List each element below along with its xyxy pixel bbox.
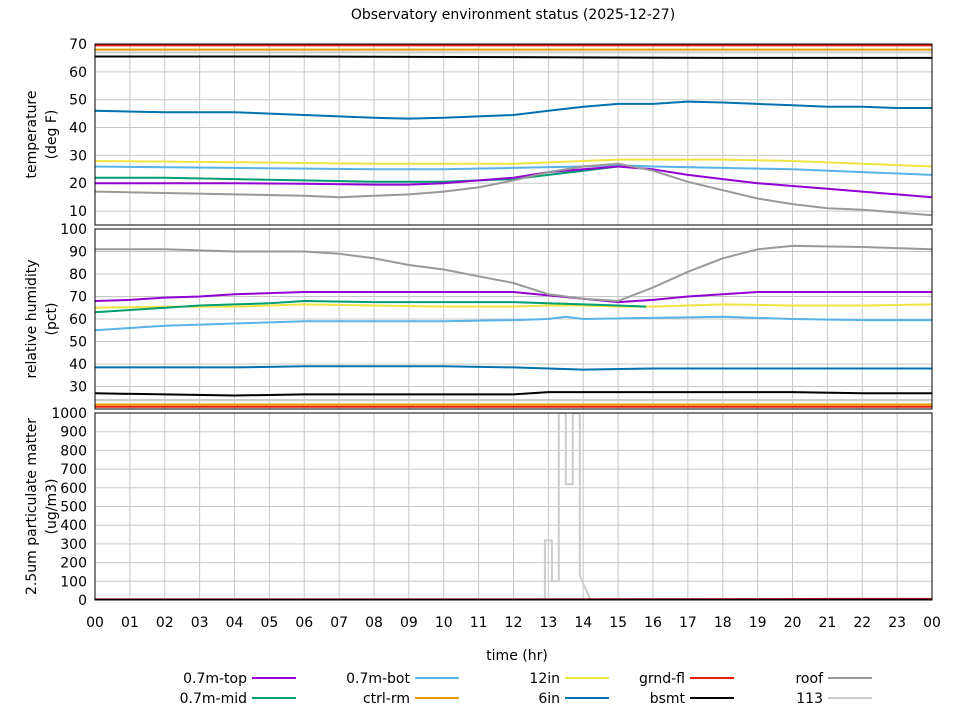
legend-label: grnd-fl — [639, 671, 685, 687]
y-axis-label: relative humidity — [24, 259, 40, 378]
y-tick-label: 90 — [69, 245, 87, 261]
x-tick-label: 08 — [365, 615, 383, 631]
y-tick-label: 30 — [69, 380, 87, 396]
series-line-0.7m-mid — [95, 165, 619, 183]
y-tick-label: 80 — [69, 267, 87, 283]
y-tick-label: 60 — [69, 65, 87, 81]
x-axis: 00 01 02 03 04 05 06 07 08 09 10 11 12 13 14 15 16 17 18 19… — [86, 615, 941, 631]
chart-title: Observatory environment status (2025-12-… — [351, 7, 675, 23]
y-tick-label: 20 — [69, 176, 87, 192]
series-line-bsmt — [95, 55, 932, 59]
series-line-6in — [95, 365, 932, 371]
x-tick-label: 11 — [470, 615, 488, 631]
series-line-0.7m-top — [95, 291, 932, 304]
x-tick-label: 22 — [853, 615, 871, 631]
x-tick-label: 13 — [539, 615, 557, 631]
panel-frame — [94, 412, 933, 601]
y-tick-label: 30 — [69, 148, 87, 164]
chart-panels: 10 20 30 40 50 60 70 temperature (deg F) 30 40 50 60… — [24, 37, 933, 609]
y-tick-label: 100 — [60, 574, 87, 590]
series-line-roof — [95, 244, 932, 302]
x-tick-label: 20 — [784, 615, 802, 631]
series-line-0.7m-mid — [95, 300, 647, 314]
y-tick-label: 70 — [69, 37, 87, 53]
legend-label: 0.7m-bot — [346, 671, 410, 687]
x-tick-label: 17 — [679, 615, 697, 631]
y-tick-label: 400 — [60, 518, 87, 534]
y-tick-label: 40 — [69, 121, 87, 137]
series-group — [95, 44, 932, 217]
series-group — [95, 244, 932, 408]
y-tick-label: 50 — [69, 93, 87, 109]
x-tick-label: 00 — [923, 615, 941, 631]
y-tick-label: 60 — [69, 312, 87, 328]
y-tick-label: 100 — [60, 222, 87, 238]
legend-label: 0.7m-mid — [180, 691, 247, 707]
x-tick-label: 12 — [505, 615, 523, 631]
legend-label: roof — [795, 671, 824, 687]
x-tick-label: 07 — [330, 615, 348, 631]
y-axis-label: 2.5um particulate matter — [24, 418, 40, 595]
series-line-0.7m-top — [95, 165, 932, 199]
y-axis-label: (deg F) — [44, 110, 60, 160]
x-tick-label: 14 — [574, 615, 592, 631]
x-tick-label: 02 — [156, 615, 174, 631]
legend-label: 12in — [529, 671, 560, 687]
y-tick-label: 600 — [60, 481, 87, 497]
series-line-12in — [95, 303, 932, 309]
panel-0: 10 20 30 40 50 60 70 temperature (deg F) — [24, 37, 933, 226]
y-tick-label: 0 — [78, 593, 87, 609]
y-tick-label: 500 — [60, 500, 87, 516]
x-tick-label: 15 — [609, 615, 627, 631]
x-tick-label: 03 — [191, 615, 209, 631]
y-tick-label: 10 — [69, 204, 87, 220]
y-tick-label: 40 — [69, 357, 87, 373]
legend-label: 6in — [538, 691, 560, 707]
y-axis-label: temperature — [24, 91, 40, 179]
x-tick-label: 23 — [888, 615, 906, 631]
legend-label: 0.7m-top — [183, 671, 247, 687]
legend-label: ctrl-rm — [363, 691, 410, 707]
y-tick-label: 700 — [60, 462, 87, 478]
y-tick-label: 300 — [60, 537, 87, 553]
series-line-12in — [95, 158, 932, 168]
legend-label: 113 — [796, 691, 823, 707]
x-tick-label: 05 — [260, 615, 278, 631]
x-tick-label: 16 — [644, 615, 662, 631]
series-line-roof — [95, 162, 932, 217]
series-line-bsmt — [95, 391, 932, 397]
x-tick-label: 04 — [226, 615, 244, 631]
y-axis-label: (ug/m3) — [44, 479, 60, 535]
legend-label: bsmt — [650, 691, 686, 707]
y-axis-label: (pct) — [44, 303, 60, 336]
x-tick-label: 00 — [86, 615, 104, 631]
x-tick-label: 10 — [435, 615, 453, 631]
series-line-0.7m-bot — [95, 315, 932, 332]
panel-frame — [94, 228, 933, 410]
x-tick-label: 21 — [818, 615, 836, 631]
x-tick-label: 18 — [714, 615, 732, 631]
y-tick-label: 1000 — [51, 406, 87, 422]
x-tick-label: 06 — [295, 615, 313, 631]
panel-2: 0 100 200 300 400 500 600 700 800 900 1000 2.5um pa… — [24, 406, 933, 609]
x-tick-label: 01 — [121, 615, 139, 631]
y-tick-label: 800 — [60, 443, 87, 459]
series-line-6in — [95, 100, 932, 120]
x-axis-label: time (hr) — [486, 648, 548, 664]
series-line-113 — [95, 413, 932, 600]
legend: 0.7m-top 0.7m-bot 12in grnd-fl roof 0.7m-mid c… — [180, 671, 872, 707]
panel-1: 30 40 50 60 70 80 90 100 relative humidity (pct) — [24, 222, 933, 410]
x-tick-label: 19 — [749, 615, 767, 631]
panel-frame — [94, 43, 933, 226]
x-tick-label: 09 — [400, 615, 418, 631]
y-tick-label: 900 — [60, 425, 87, 441]
y-tick-label: 50 — [69, 335, 87, 351]
y-tick-label: 200 — [60, 556, 87, 572]
y-tick-label: 70 — [69, 290, 87, 306]
